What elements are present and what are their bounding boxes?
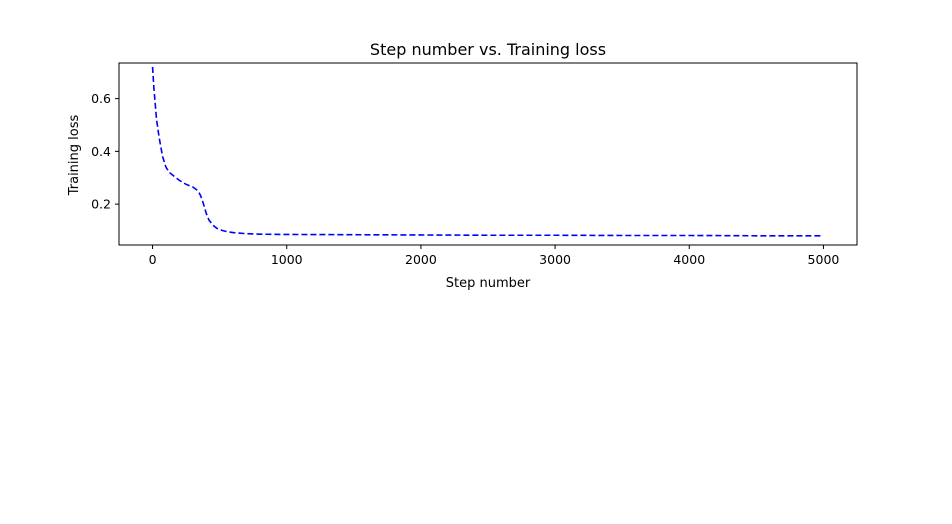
x-tick-label: 5000 [808, 252, 840, 267]
axes-frame [118, 62, 858, 246]
series-layer [151, 66, 824, 237]
x-tick-label: 2000 [405, 252, 437, 267]
y-tick-label: 0.6 [91, 91, 111, 106]
x-axis-ticks: 0 1000 2000 3000 4000 5000 [149, 245, 840, 267]
x-tick-label: 3000 [539, 252, 571, 267]
y-axis-ticks: 0.2 0.4 0.6 [91, 91, 119, 212]
x-tick-label: 1000 [271, 252, 303, 267]
x-tick-label: 4000 [673, 252, 705, 267]
series-line-0 [151, 66, 824, 237]
plot-area: 0 1000 2000 3000 4000 5000 0.2 0.4 0.6 [91, 62, 858, 267]
y-tick-label: 0.2 [91, 197, 111, 212]
y-tick-label: 0.4 [91, 144, 111, 159]
x-axis-label: Step number [446, 276, 531, 291]
y-axis-label: Training loss [67, 115, 82, 197]
chart-title: Step number vs. Training loss [370, 40, 606, 59]
x-tick-label: 0 [149, 252, 157, 267]
